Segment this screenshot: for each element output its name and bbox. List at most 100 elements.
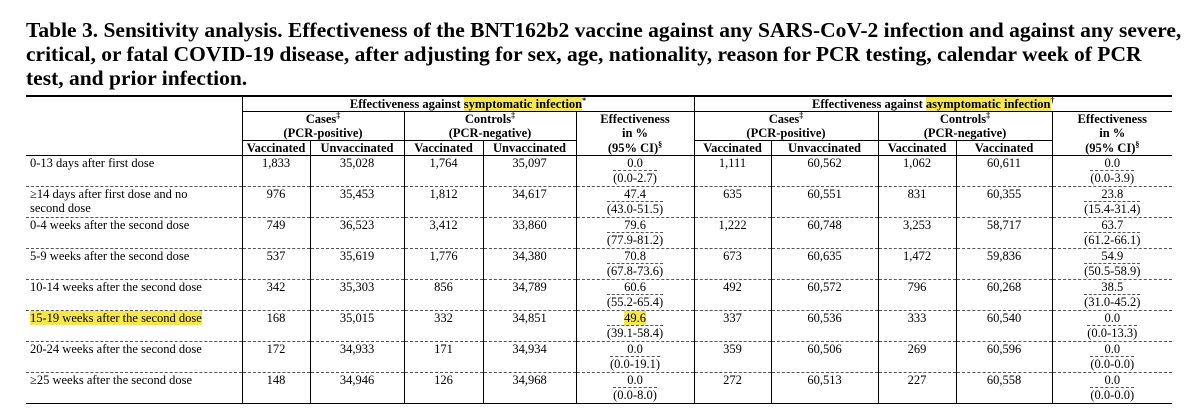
count-cell: 492 [693,279,771,311]
confidence-interval: (0.0-13.3) [1087,325,1138,340]
footnote-mark: ‡ [986,111,991,120]
count-cell: 34,380 [482,248,576,280]
group-header-prefix: Effectiveness against [811,97,926,111]
count-cell: 34,789 [482,279,576,311]
effectiveness-value: 0.0 [1104,156,1121,170]
count-cell: 35,015 [309,310,404,342]
confidence-interval: (43.0-51.5) [606,201,664,216]
count-cell: 1,764 [403,155,483,187]
confidence-interval: (0.0-2.7) [613,170,657,185]
group-header-symptomatic: Effectiveness against symptomatic infect… [241,95,694,112]
effectiveness-cell: 0.0 (0.0-0.0) [1051,341,1172,373]
effectiveness-value: 49.6 [624,311,646,325]
effectiveness-value: 0.0 [627,373,643,387]
confidence-interval: (0.0-8.0) [613,387,657,402]
col-ci: (95% CI)§ [1051,140,1172,156]
count-cell: 1,776 [403,248,483,280]
count-cell: 227 [877,372,956,404]
effectiveness-value: 38.5 [1101,280,1124,294]
effectiveness-cell: 0.0 (0.0-2.7) [575,155,694,187]
count-cell: 60,611 [955,155,1052,187]
col-ci: (95% CI)§ [575,140,694,156]
row-label: ≥14 days after first dose and no second d… [26,186,242,218]
col-unvaccinated: Unvaccinated [309,140,404,156]
count-cell: 59,836 [955,248,1052,280]
count-cell: 332 [403,310,483,342]
col-unvaccinated: Unvaccinated [770,140,878,156]
effectiveness-header: Effectiveness [1051,111,1172,126]
cases-header: Cases‡ [241,111,404,126]
row-label-text: 0-4 weeks after the second dose [30,218,190,232]
count-cell: 673 [693,248,771,280]
effectiveness-cell: 0.0 (0.0-3.9) [1051,155,1172,187]
count-cell: 749 [241,217,310,249]
effectiveness-cell: 54.9 (50.5-58.9) [1051,248,1172,280]
confidence-interval: (50.5-58.9) [1084,263,1141,278]
effectiveness-cell: 70.8 (67.8-73.6) [575,248,694,280]
controls-label: Controls [939,112,987,126]
table-row: 0-4 weeks after the second dose 749 36,523… [26,217,1172,249]
count-cell: 58,717 [955,217,1052,249]
row-label-text: 5-9 weeks after the second dose [30,249,190,263]
title-line-3: test, and prior infection. [26,66,248,90]
row-label: ≥25 weeks after the second dose [26,372,242,404]
confidence-interval: (61.2-66.1) [1084,232,1141,247]
effectiveness-value: 0.0 [627,156,643,170]
effectiveness-value: 79.6 [624,218,646,232]
count-cell: 60,748 [770,217,878,249]
effectiveness-value: 0.0 [1104,373,1121,387]
count-cell: 33,860 [482,217,576,249]
col-unvaccinated: Unvaccinated [482,140,576,156]
count-cell: 856 [403,279,483,311]
count-cell: 60,596 [955,341,1052,373]
count-cell: 359 [693,341,771,373]
table-title: Table 3. Sensitivity analysis. Effective… [26,18,1181,90]
count-cell: 126 [403,372,483,404]
effectiveness-unit: in % [575,126,694,141]
controls-subheader: (PCR-negative) [877,126,1052,141]
cases-subheader: (PCR-positive) [693,126,878,141]
col-vaccinated: Vaccinated [877,140,956,156]
header-blank [26,112,242,127]
header-blank [26,140,242,156]
table-row: 20-24 weeks after the second dose 172 34,9… [26,341,1172,373]
count-cell: 635 [693,186,771,218]
effectiveness-value: 0.0 [1104,311,1121,325]
row-label: 5-9 weeks after the second dose [26,248,242,280]
ci-label: (95% CI) [607,140,659,155]
footnote-mark: ‡ [336,111,341,120]
title-line-2: critical, or fatal COVID-19 disease, aft… [26,42,1142,66]
count-cell: 168 [241,310,310,342]
count-cell: 35,303 [309,279,404,311]
count-cell: 1,062 [877,155,956,187]
count-cell: 35,097 [482,155,576,187]
count-cell: 35,453 [309,186,404,218]
effectiveness-value: 63.7 [1101,218,1124,232]
count-cell: 831 [877,186,956,218]
effectiveness-value: 70.8 [624,249,646,263]
count-cell: 60,355 [955,186,1052,218]
row-label: 15-19 weeks after the second dose [26,310,242,342]
confidence-interval: (0.0-0.0) [1090,387,1135,402]
count-cell: 3,412 [403,217,483,249]
count-cell: 34,934 [482,341,576,373]
cases-header: Cases‡ [693,111,878,126]
confidence-interval: (31.0-45.2) [1084,294,1141,309]
effectiveness-cell: 79.6 (77.9-81.2) [575,217,694,249]
effectiveness-cell: 49.6 (39.1-58.4) [575,310,694,342]
effectiveness-unit: in % [1051,126,1172,141]
count-cell: 60,536 [770,310,878,342]
effectiveness-value: 54.9 [1101,249,1124,263]
confidence-interval: (0.0-19.1) [610,356,660,371]
row-label: 0-4 weeks after the second dose [26,217,242,249]
group-header-asymptomatic: Effectiveness against asymptomatic infec… [693,95,1172,112]
controls-label: Controls [464,112,512,126]
effectiveness-header: Effectiveness [575,111,694,126]
table-body: 0-13 days after first dose 1,833 35,028 1,7… [26,155,1172,404]
effectiveness-value: 23.8 [1101,187,1124,201]
count-cell: 60,635 [770,248,878,280]
confidence-interval: (67.8-73.6) [606,263,664,278]
count-cell: 3,253 [877,217,956,249]
asymptomatic-highlight: asymptomatic infection [925,97,1051,111]
count-cell: 60,268 [955,279,1052,311]
